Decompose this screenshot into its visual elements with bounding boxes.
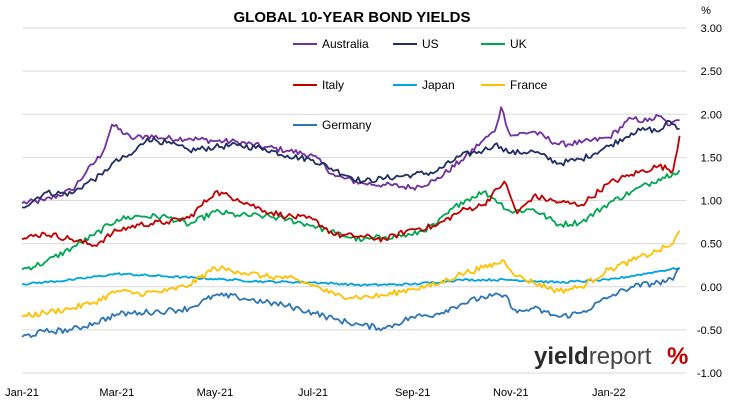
watermark-text: yieldreport <box>534 343 652 370</box>
x-tick-label: Jan-21 <box>5 387 39 399</box>
chart-title: GLOBAL 10-YEAR BOND YIELDS <box>234 9 471 26</box>
legend-label-japan: Japan <box>422 78 455 92</box>
x-tick-label: Nov-21 <box>493 387 528 399</box>
legend-label-uk: UK <box>510 37 527 51</box>
y-tick-label: 3.00 <box>701 23 722 35</box>
series-line-uk <box>21 169 681 271</box>
y-tick-label: -1.00 <box>697 368 722 380</box>
legend-label-italy: Italy <box>322 78 344 92</box>
x-axis-ticks: Jan-21 Mar-21 May-21 Jul-21 Sep-21 Nov-21 Jan-… <box>5 387 625 399</box>
legend: Australia US UK Italy Japan France Germany <box>293 37 548 132</box>
y-axis-ticks: 3.00 2.50 2.00 1.50 1.00 0.50 0.00 -0.50 -1.00 <box>697 23 722 380</box>
y-tick-label: 0.50 <box>701 239 722 251</box>
series-line-us <box>21 119 680 209</box>
series-line-japan <box>22 266 680 287</box>
x-tick-label: May-21 <box>197 387 234 399</box>
series-lines <box>21 106 681 339</box>
series-line-germany <box>21 267 681 339</box>
series-line-italy <box>21 135 681 248</box>
y-tick-label: 0.00 <box>701 282 722 294</box>
legend-label-australia: Australia <box>322 37 369 51</box>
y-unit-label: % <box>701 5 711 17</box>
series-line-france <box>21 230 681 319</box>
legend-label-us: US <box>422 37 439 51</box>
percent-logo-icon: % <box>667 343 688 370</box>
y-tick-label: 2.50 <box>701 66 722 78</box>
y-tick-label: 1.50 <box>701 152 722 164</box>
x-tick-label: Sep-21 <box>395 387 430 399</box>
y-tick-label: -0.50 <box>697 325 722 337</box>
legend-label-germany: Germany <box>322 118 371 132</box>
x-tick-label: Jan-22 <box>592 387 626 399</box>
y-tick-label: 1.00 <box>701 196 722 208</box>
yieldreport-logo: yieldreport % <box>534 343 688 370</box>
x-tick-label: Jul-21 <box>298 387 328 399</box>
grid-lines <box>22 27 686 374</box>
legend-label-france: France <box>510 78 548 92</box>
y-tick-label: 2.00 <box>701 109 722 121</box>
x-tick-label: Mar-21 <box>99 387 134 399</box>
